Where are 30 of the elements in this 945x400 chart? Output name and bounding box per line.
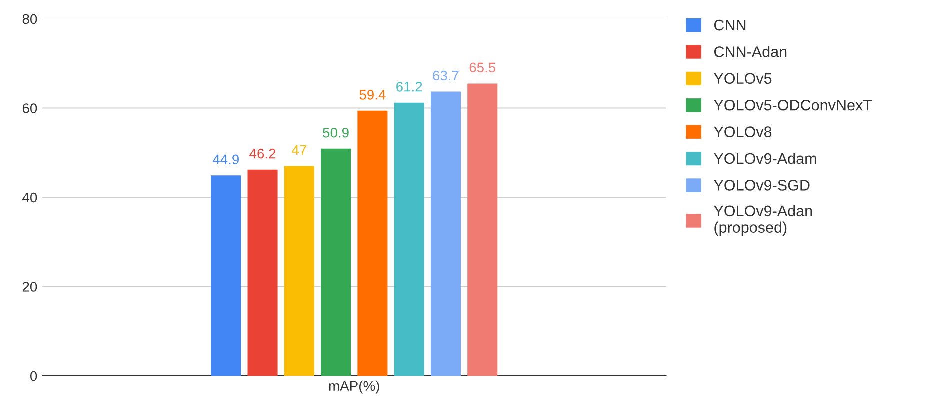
legend-label: YOLOv9-SGD	[714, 180, 810, 191]
legend-label: CNN	[714, 20, 746, 31]
y-tick-label: 0	[30, 371, 38, 382]
legend-label: YOLOv9-Adan (proposed)	[714, 205, 812, 236]
legend-label: YOLOv5	[714, 73, 772, 84]
data-label: 59.4	[360, 90, 386, 100]
data-label: 65.5	[470, 62, 496, 73]
y-tick-label: 60	[22, 104, 38, 114]
legend-label: CNN-Adan	[714, 46, 787, 58]
bar	[284, 166, 314, 376]
legend-label: YOLOv5-ODConvNexT	[714, 100, 872, 111]
bar	[321, 148, 352, 376]
y-tick-label: 80	[22, 14, 38, 24]
x-tick-label: mAP(%)	[329, 380, 380, 394]
bar	[248, 170, 278, 376]
data-label: 44.9	[212, 154, 239, 165]
data-label: 46.2	[250, 148, 276, 159]
bar	[468, 84, 498, 376]
y-tick-label: 40	[22, 192, 38, 203]
data-label: 50.9	[323, 128, 349, 138]
y-tick-label: 20	[22, 282, 38, 292]
legend-label: YOLOv8	[714, 126, 772, 138]
legend-label: YOLOv9-Adam	[714, 152, 816, 164]
bar	[430, 92, 462, 376]
data-label: 63.7	[433, 70, 459, 81]
data-label: 61.2	[396, 82, 422, 92]
bar	[358, 110, 388, 376]
bar	[394, 102, 424, 376]
data-label: 47	[292, 145, 306, 156]
bar	[211, 176, 242, 376]
